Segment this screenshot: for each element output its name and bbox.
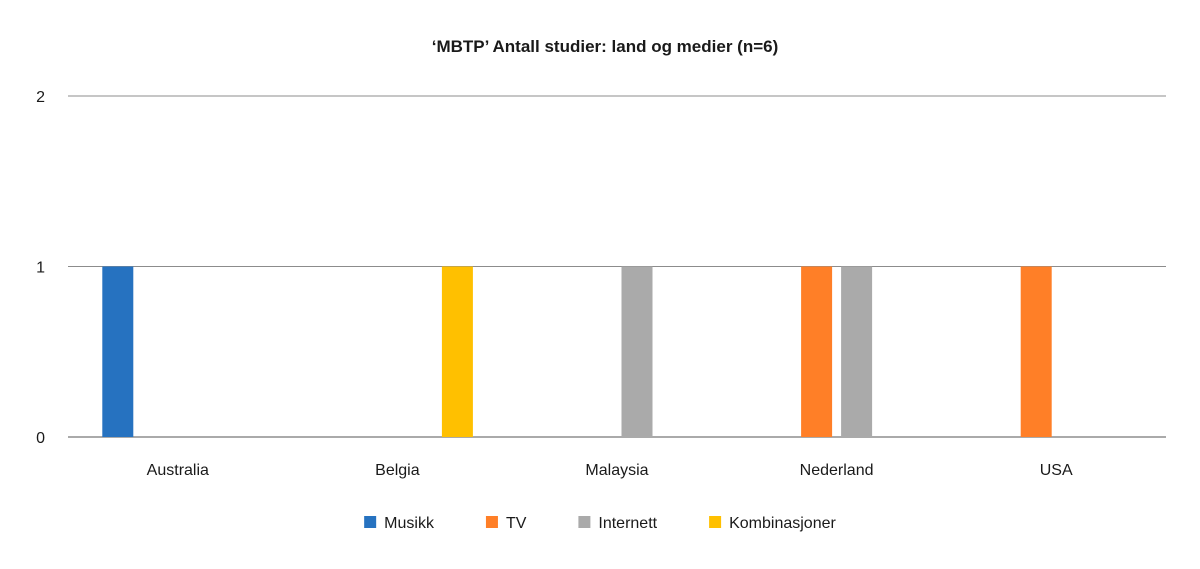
bars — [102, 266, 1052, 437]
x-tick-label: Malaysia — [585, 462, 648, 479]
bar — [621, 266, 653, 437]
legend-swatch — [485, 516, 498, 528]
bar — [1020, 266, 1052, 437]
y-tick-label: 0 — [36, 430, 45, 447]
x-tick-label: USA — [1040, 462, 1073, 479]
bar — [841, 266, 873, 437]
x-tick-label: Belgia — [375, 462, 420, 479]
legend: Musikk TV Internett Kombinasjoner — [364, 515, 837, 532]
x-tick-label: Australia — [147, 462, 209, 479]
legend-swatch — [578, 516, 591, 528]
legend-label: Kombinasjoner — [729, 515, 836, 532]
legend-label: Musikk — [384, 515, 435, 532]
x-tick-label: Nederland — [800, 462, 874, 479]
legend-label: Internett — [598, 515, 657, 532]
bar — [801, 266, 833, 437]
y-tick-label: 1 — [36, 260, 45, 277]
x-axis-ticks: Australia Belgia Malaysia Nederland USA — [147, 462, 1073, 479]
legend-swatch — [364, 516, 377, 528]
legend-label: TV — [506, 515, 527, 532]
legend-swatch — [709, 516, 722, 528]
gridlines — [68, 95, 1166, 438]
chart-title: ‘MBTP’ Antall studier: land og medier (n… — [432, 37, 779, 56]
bar — [102, 266, 134, 437]
bar — [441, 266, 473, 437]
y-axis-ticks: 0 1 2 — [36, 89, 45, 447]
y-tick-label: 2 — [36, 89, 45, 106]
